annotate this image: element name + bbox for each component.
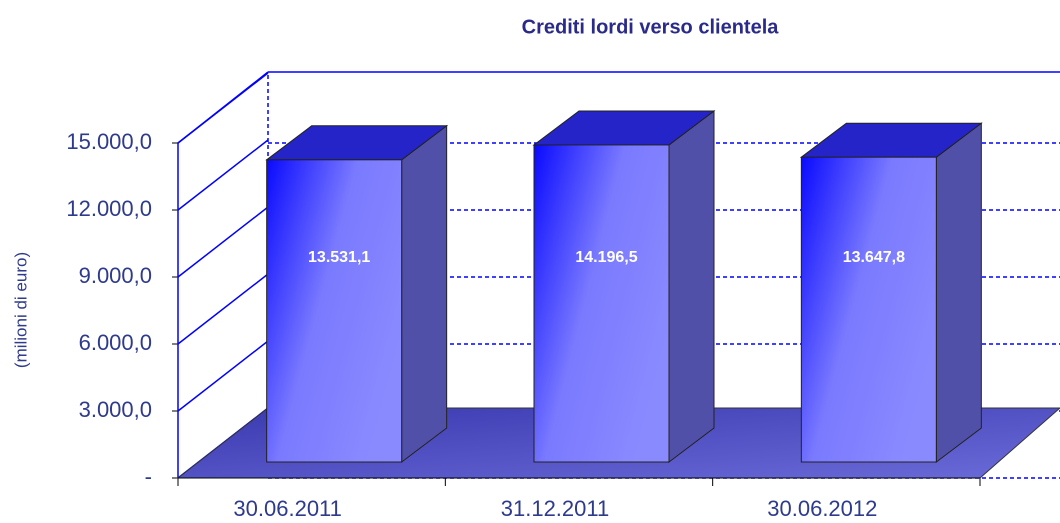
bar — [266, 159, 403, 463]
x-tick-label: 31.12.2011 — [501, 496, 609, 521]
bar-side — [668, 109, 715, 464]
x-tick-label: 30.06.2012 — [767, 496, 877, 521]
side-grid-line — [177, 206, 269, 278]
y-tick-label: 12.000,0 — [66, 196, 152, 221]
y-tick-label: 3.000,0 — [79, 397, 152, 422]
bar — [800, 156, 937, 463]
value-label: 13.647,8 — [843, 249, 905, 266]
value-label: 13.531,1 — [308, 249, 370, 266]
bar-side — [401, 124, 448, 464]
y-tick-label: 9.000,0 — [79, 263, 152, 288]
y-axis-title: (milioni di euro) — [11, 252, 30, 368]
bar-side — [935, 122, 982, 464]
side-grid-line — [177, 139, 269, 211]
value-label: 14.196,5 — [575, 249, 637, 266]
y-tick-label: 15.000,0 — [66, 129, 152, 154]
side-grid-line — [177, 273, 269, 345]
x-tick-label: 30.06.2011 — [233, 496, 341, 521]
side-grid-line — [177, 340, 269, 412]
y-tick-label: - — [145, 464, 152, 489]
chart-title: Crediti lordi verso clientela — [522, 16, 780, 38]
y-tick-label: 6.000,0 — [79, 330, 152, 355]
side-grid-line — [177, 72, 269, 144]
bar — [533, 144, 670, 463]
